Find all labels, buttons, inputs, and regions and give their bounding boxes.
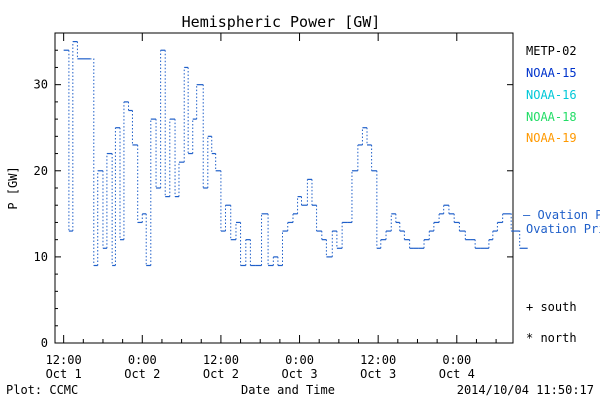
- north-marker-label: * north: [526, 331, 577, 345]
- x-tick-label-date: Oct 2: [124, 367, 160, 381]
- data-connector: [90, 58, 95, 266]
- x-axis-label: Date and Time: [241, 383, 335, 397]
- y-tick-label: 10: [34, 250, 48, 264]
- legend: METP-02 NOAA-15 NOAA-16 NOAA-18 NOAA-19 …: [523, 44, 600, 345]
- x-tick-label-time: 0:00: [442, 353, 471, 367]
- legend-entry-noaa-16: NOAA-16: [526, 88, 577, 102]
- footer-timestamp: 2014/10/04 11:50:17: [457, 383, 594, 397]
- x-tick-label-date: Oct 1: [46, 367, 82, 381]
- legend-entry-noaa-15: NOAA-15: [526, 66, 577, 80]
- y-tick-label: 20: [34, 164, 48, 178]
- plot-frame: [54, 32, 514, 344]
- y-axis: 0 10 20 30: [34, 49, 513, 350]
- x-tick-label-time: 0:00: [128, 353, 157, 367]
- footer-credit: Plot: CCMC: [6, 383, 78, 397]
- series-layer: [63, 41, 528, 267]
- x-tick-label-time: 12:00: [46, 353, 82, 367]
- x-tick-label-date: Oct 4: [439, 367, 475, 381]
- legend-entry-noaa-19: NOAA-19: [526, 131, 577, 145]
- x-tick-label-time: 0:00: [285, 353, 314, 367]
- ovation-legend-label-2: Ovation Prime HPI: [526, 222, 600, 236]
- x-tick-label-time: 12:00: [360, 353, 396, 367]
- chart-title: Hemispheric Power [GW]: [182, 13, 381, 31]
- data-connector: [519, 230, 521, 249]
- x-tick-label-date: Oct 3: [281, 367, 317, 381]
- y-axis-label: P [GW]: [6, 166, 20, 209]
- south-marker-label: + south: [526, 300, 577, 314]
- data-connector: [510, 213, 512, 232]
- x-tick-label-time: 12:00: [203, 353, 239, 367]
- legend-entry-noaa-18: NOAA-18: [526, 110, 577, 124]
- x-tick-label-date: Oct 2: [203, 367, 239, 381]
- x-tick-label-date: Oct 3: [360, 367, 396, 381]
- y-tick-label: 0: [41, 336, 48, 350]
- ovation-legend-label: — Ovation Prime HPI: [523, 208, 600, 222]
- y-tick-label: 30: [34, 78, 48, 92]
- legend-entry-metp-02: METP-02: [526, 44, 577, 58]
